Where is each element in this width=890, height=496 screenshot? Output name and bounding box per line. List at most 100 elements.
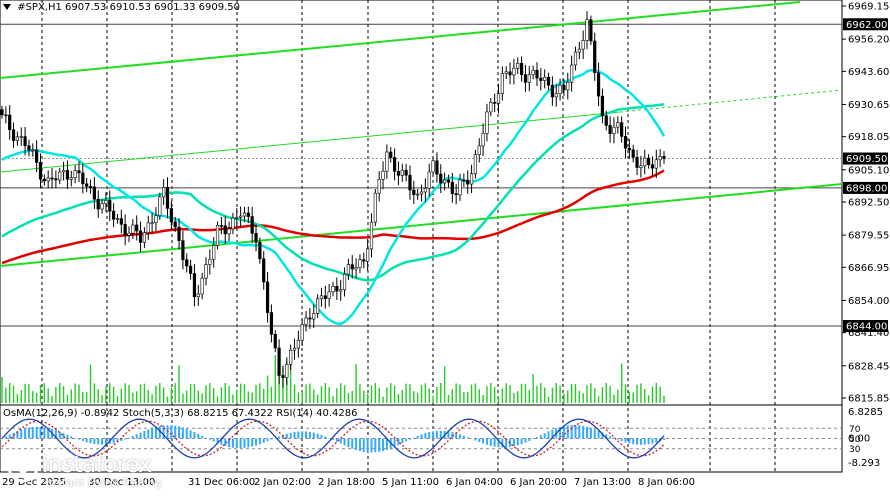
candle-28	[108, 190, 112, 222]
candle-171	[658, 149, 662, 168]
candle-body-73	[281, 375, 285, 379]
candle-body-82	[316, 298, 320, 314]
candle-body-51	[196, 293, 200, 298]
candle-151	[581, 30, 585, 60]
candle-body-172	[662, 156, 666, 159]
candle-61	[235, 208, 239, 228]
candle-93	[358, 254, 362, 274]
candle-body-119	[458, 179, 462, 196]
candle-47	[181, 230, 185, 270]
candle-body-55	[212, 245, 216, 260]
candle-68	[262, 251, 266, 290]
candle-99	[381, 161, 385, 190]
candle-body-62	[239, 215, 243, 218]
candle-122	[469, 164, 474, 194]
candle-88	[339, 279, 343, 301]
price-label-0: 6969.15	[848, 2, 889, 13]
candle-body-112	[431, 160, 435, 173]
candle-body-99	[381, 170, 385, 180]
candle-48	[185, 253, 189, 273]
candle-body-111	[427, 171, 431, 189]
candle-102	[392, 148, 397, 181]
candle-45	[173, 216, 177, 232]
candle-25	[96, 190, 100, 218]
candle-11	[42, 174, 46, 186]
channel-line-3	[619, 89, 843, 113]
candle-54	[208, 249, 212, 275]
candle-body-8	[31, 149, 35, 152]
candle-body-135	[519, 62, 524, 75]
price-box-bg-2	[843, 181, 888, 194]
candle-49	[188, 259, 193, 280]
candle-body-87	[335, 286, 339, 292]
candle-body-77	[296, 339, 300, 349]
ma-slow-line	[1, 169, 665, 265]
candle-96	[369, 213, 374, 258]
candle-13	[50, 168, 54, 189]
dropdown-triangle-icon[interactable]	[3, 4, 11, 10]
time-label-4: 2 Jan 18:00	[318, 477, 375, 488]
candle-53	[204, 257, 208, 286]
logo-tagline: Instant Forex Trading	[46, 476, 162, 489]
candle-24	[92, 177, 96, 209]
chart-frame	[0, 0, 843, 473]
candle-body-157	[604, 115, 608, 126]
price-box-bg-3	[843, 320, 888, 333]
candle-27	[104, 192, 108, 212]
price-box-label-2: 6898.00	[846, 183, 887, 194]
candle-150	[577, 41, 581, 60]
price-label-4: 6918.05	[848, 132, 889, 143]
time-label-7: 6 Jan 20:00	[510, 477, 567, 488]
candle-body-166	[639, 165, 643, 168]
candle-body-90	[346, 264, 350, 275]
candle-32	[123, 214, 127, 246]
candle-131	[504, 66, 508, 80]
price-box-bg-0	[843, 18, 888, 31]
candle-body-149	[573, 51, 578, 66]
candle-body-68	[262, 258, 266, 283]
candle-10	[38, 153, 43, 189]
price-box-bg-1	[843, 152, 888, 165]
candle-body-21	[81, 172, 85, 185]
candle-107	[412, 180, 416, 204]
candle-162	[623, 126, 628, 158]
candle-body-152	[585, 19, 589, 41]
time-label-1: 30 Dec 13:00	[88, 477, 155, 488]
candle-153	[589, 15, 593, 46]
candle-body-42	[162, 186, 166, 198]
candle-15	[58, 167, 62, 185]
price-label-1: 6956.20	[848, 35, 889, 46]
candle-body-17	[65, 170, 70, 180]
candle-body-155	[596, 72, 601, 97]
candle-169	[650, 156, 655, 177]
candle-81	[312, 304, 316, 328]
candle-4	[15, 131, 19, 146]
candle-body-66	[254, 232, 258, 243]
candle-body-165	[635, 156, 639, 168]
candle-body-60	[231, 217, 235, 230]
candle-121	[466, 170, 470, 194]
candle-body-103	[396, 171, 401, 176]
candle-105	[404, 163, 408, 182]
sub-level-label-0: 70	[849, 425, 861, 435]
candle-18	[69, 170, 73, 187]
candle-body-100	[385, 151, 389, 172]
candle-110	[423, 178, 427, 202]
candle-74	[285, 357, 289, 385]
time-label-3: 2 Jan 02:00	[254, 477, 311, 488]
candle-138	[531, 65, 535, 80]
candle-82	[316, 294, 320, 318]
candle-108	[416, 188, 420, 200]
candle-50	[192, 263, 197, 307]
candle-166	[639, 155, 643, 178]
candle-body-156	[600, 95, 605, 117]
time-label-6: 6 Jan 04:00	[446, 477, 503, 488]
price-box-label-0: 6962.00	[846, 20, 887, 31]
price-label-8: 6866.95	[848, 263, 889, 274]
candle-31	[119, 209, 123, 234]
candle-body-153	[589, 19, 593, 42]
time-label-2: 31 Dec 06:00	[188, 477, 255, 488]
candle-95	[366, 239, 370, 272]
